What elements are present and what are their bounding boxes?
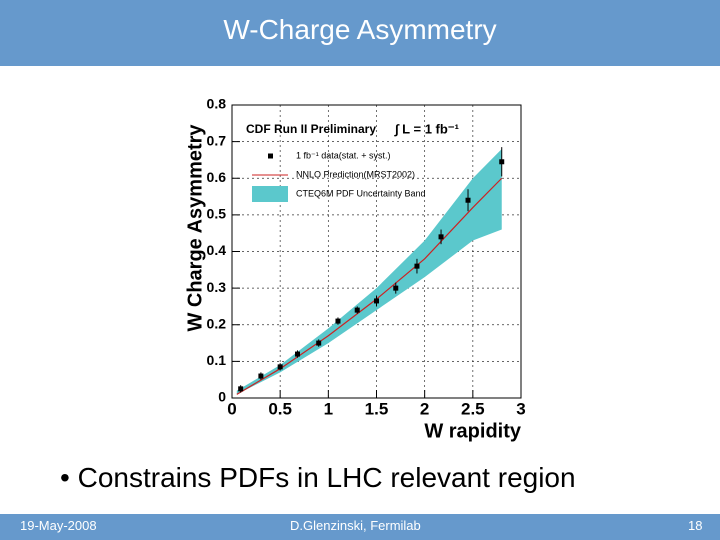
y-tick-label: 0.4 xyxy=(207,242,227,258)
data-point xyxy=(374,298,379,304)
chart-title: CDF Run II Preliminary xyxy=(246,122,376,136)
plot-frame xyxy=(231,104,522,399)
x-axis-label: W rapidity xyxy=(424,420,522,442)
annotation: ∫ L = 1 fb⁻¹ xyxy=(394,121,459,136)
chart-background xyxy=(175,70,530,445)
x-tick-label: 1.5 xyxy=(365,399,389,418)
footer-author: D.Glenzinski, Fermilab xyxy=(290,518,421,533)
bullet-text: Constrains PDFs in LHC relevant region xyxy=(77,462,576,493)
y-tick-label: 0.8 xyxy=(207,96,227,112)
bullet: • Constrains PDFs in LHC relevant region xyxy=(60,462,576,493)
legend-marker xyxy=(268,153,273,159)
y-tick-label: 0.1 xyxy=(207,352,227,368)
data-point xyxy=(295,351,301,357)
x-tick-label: 0.5 xyxy=(268,399,292,418)
legend-marker xyxy=(252,186,288,202)
y-tick-label: 0.2 xyxy=(207,315,227,331)
y-tick-label: 0.6 xyxy=(207,169,227,185)
legend-label: CTEQ6M PDF Uncertainty Band xyxy=(296,188,426,198)
data-point xyxy=(465,197,471,203)
page-number: 18 xyxy=(688,518,703,533)
data-point xyxy=(438,234,444,240)
data-point xyxy=(354,307,360,313)
x-tick-label: 0 xyxy=(227,399,236,418)
data-point xyxy=(393,285,399,291)
title-bar xyxy=(0,0,720,66)
legend-label: 1 fb⁻¹ data(stat. + syst.) xyxy=(296,150,391,160)
legend-label: NNLO Prediction(MRST2002) xyxy=(296,169,415,179)
data-point xyxy=(277,364,283,370)
x-tick-label: 1 xyxy=(324,399,333,418)
footer-date: 19-May-2008 xyxy=(20,518,97,533)
data-point xyxy=(335,318,341,324)
data-point xyxy=(414,263,420,269)
y-tick-label: 0 xyxy=(218,389,226,405)
x-tick-label: 3 xyxy=(516,399,525,418)
y-tick-label: 0.3 xyxy=(207,279,227,295)
y-tick-label: 0.7 xyxy=(207,132,227,148)
y-tick-label: 0.5 xyxy=(207,206,227,222)
data-point xyxy=(499,159,505,165)
data-point xyxy=(258,373,264,379)
y-axis-label: W Charge Asymmetry xyxy=(184,124,206,332)
x-tick-label: 2 xyxy=(420,399,429,418)
data-point xyxy=(238,386,244,392)
data-point xyxy=(316,340,322,346)
footer-bar xyxy=(0,514,720,540)
x-tick-label: 2.5 xyxy=(461,399,485,418)
slide-title: W-Charge Asymmetry xyxy=(223,14,497,45)
